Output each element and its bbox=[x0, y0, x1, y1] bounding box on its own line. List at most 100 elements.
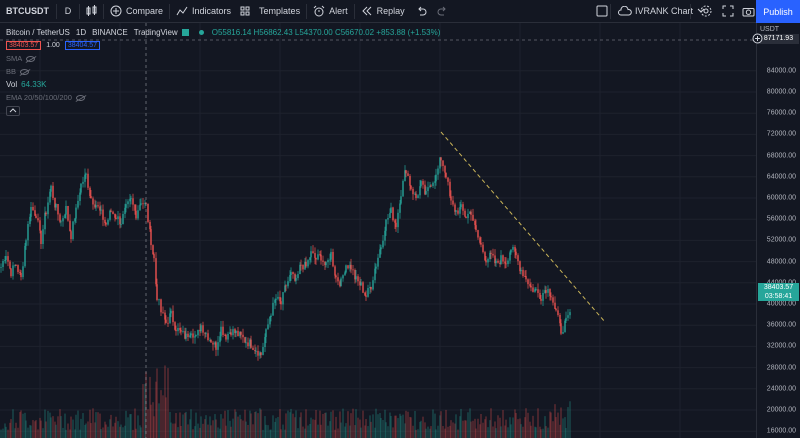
volume-bar bbox=[255, 411, 257, 438]
indicator-volume[interactable]: Vol 64.33K bbox=[6, 78, 440, 91]
indicator-templates-button[interactable] bbox=[237, 0, 253, 23]
price-axis-tick: 64000.00 bbox=[766, 173, 796, 181]
buy-button[interactable]: 38404.57 bbox=[64, 41, 101, 50]
candle-body bbox=[482, 244, 484, 253]
volume-bar bbox=[117, 421, 119, 438]
volume-bar bbox=[345, 423, 347, 438]
candle-body bbox=[490, 252, 492, 254]
volume-bar bbox=[94, 422, 96, 438]
templates-button[interactable]: Templates bbox=[253, 0, 306, 23]
volume-bar bbox=[540, 429, 542, 438]
volume-bar bbox=[54, 421, 56, 438]
sma-label: SMA bbox=[6, 54, 23, 63]
add-alert-icon[interactable] bbox=[752, 33, 763, 44]
volume-bar bbox=[252, 424, 254, 438]
candle-body bbox=[514, 246, 516, 252]
indicators-button[interactable]: Indicators bbox=[170, 0, 237, 23]
sell-button[interactable]: 38403.57 bbox=[6, 41, 42, 50]
volume-bar bbox=[490, 408, 492, 438]
volume-bar bbox=[132, 429, 134, 438]
volume-bar bbox=[130, 414, 132, 438]
interval-button[interactable]: D bbox=[64, 6, 72, 16]
indicator-sma[interactable]: SMA bbox=[6, 52, 440, 65]
symbol-search-button[interactable]: BTCUSDT bbox=[6, 6, 49, 16]
candle-body bbox=[24, 245, 26, 267]
candle-body bbox=[94, 204, 96, 208]
candle-body bbox=[377, 257, 379, 267]
volume-bar bbox=[95, 412, 97, 438]
volume-bar bbox=[42, 428, 44, 438]
volume-bar bbox=[460, 408, 462, 438]
volume-bar bbox=[29, 425, 31, 438]
candle-body bbox=[197, 329, 199, 336]
candle-body bbox=[235, 330, 237, 334]
volume-bar bbox=[129, 414, 131, 438]
volume-bar bbox=[125, 410, 127, 438]
compare-button[interactable]: Compare bbox=[104, 0, 169, 23]
volume-bar bbox=[537, 408, 539, 438]
volume-bar bbox=[559, 424, 561, 438]
replay-button[interactable]: Replay bbox=[355, 0, 411, 23]
candle-body bbox=[467, 213, 469, 219]
candle-body bbox=[549, 289, 551, 297]
volume-bar bbox=[7, 429, 9, 438]
volume-bar bbox=[284, 429, 286, 438]
trendline[interactable] bbox=[440, 131, 606, 323]
volume-bar bbox=[289, 412, 291, 438]
candle-body bbox=[494, 255, 496, 264]
volume-bar bbox=[267, 425, 269, 438]
volume-bar bbox=[64, 413, 66, 438]
candle-body bbox=[522, 269, 524, 277]
candle-body bbox=[147, 203, 149, 222]
candle-body bbox=[345, 265, 347, 273]
price-chart[interactable] bbox=[0, 23, 756, 438]
volume-bar bbox=[229, 420, 231, 438]
candle-body bbox=[5, 256, 7, 260]
chart-style-button[interactable] bbox=[80, 0, 103, 23]
volume-bar bbox=[134, 408, 136, 438]
candle-body bbox=[80, 183, 82, 193]
candle-body bbox=[439, 157, 441, 169]
price-axis[interactable]: 84000.00 80000.00 76000.00 72000.00 68000.00… bbox=[756, 23, 800, 438]
volume-bar bbox=[197, 423, 199, 438]
volume-bar bbox=[222, 418, 224, 438]
alert-button[interactable]: Alert bbox=[307, 0, 354, 23]
eye-hidden-icon[interactable] bbox=[75, 94, 85, 101]
candle-body bbox=[220, 326, 222, 337]
volume-bar bbox=[235, 411, 237, 438]
volume-bar bbox=[180, 425, 182, 438]
volume-bar bbox=[160, 390, 162, 438]
settings-button[interactable] bbox=[694, 0, 718, 23]
candle-body bbox=[47, 202, 49, 215]
candle-body bbox=[265, 329, 267, 338]
collapse-legend-button[interactable] bbox=[6, 106, 20, 116]
candle-body bbox=[477, 230, 479, 238]
indicator-ema[interactable]: EMA 20/50/100/200 bbox=[6, 91, 440, 104]
candle-body bbox=[452, 200, 454, 205]
candle-body bbox=[87, 173, 89, 188]
layout-toggle-button[interactable] bbox=[590, 0, 614, 23]
volume-bar bbox=[464, 420, 466, 438]
candle-body bbox=[304, 261, 306, 270]
fullscreen-button[interactable] bbox=[716, 0, 740, 23]
current-price-value: 38403.57 bbox=[763, 284, 794, 291]
volume-bar bbox=[234, 409, 236, 438]
volume-bar bbox=[439, 415, 441, 438]
eye-hidden-icon[interactable] bbox=[26, 55, 36, 62]
candle-body bbox=[380, 247, 382, 250]
candle-body bbox=[195, 335, 197, 337]
undo-button[interactable] bbox=[411, 0, 432, 23]
publish-button[interactable]: Publish bbox=[756, 0, 800, 23]
volume-bar bbox=[22, 413, 24, 438]
candle-body bbox=[262, 347, 264, 355]
candle-body bbox=[512, 246, 514, 250]
eye-hidden-icon[interactable] bbox=[20, 68, 30, 75]
candle-body bbox=[442, 160, 444, 167]
candle-body bbox=[155, 258, 157, 285]
snapshot-button[interactable] bbox=[736, 0, 761, 23]
indicator-bb[interactable]: BB bbox=[6, 65, 440, 78]
candle-body bbox=[125, 204, 127, 208]
redo-button[interactable] bbox=[432, 0, 453, 23]
price-axis-tick: 60000.00 bbox=[766, 194, 796, 202]
volume-bar bbox=[367, 426, 369, 438]
